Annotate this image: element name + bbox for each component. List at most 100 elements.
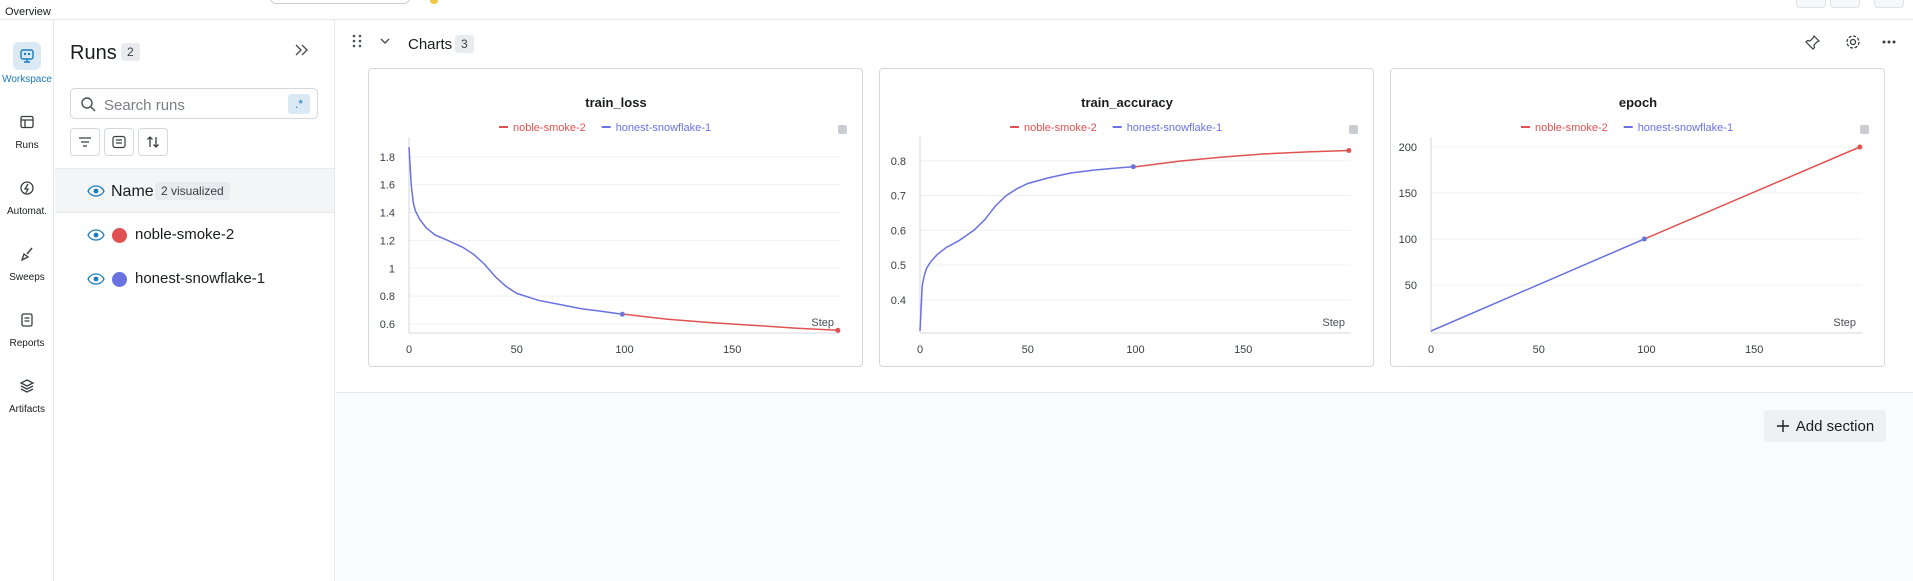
add-section-button[interactable]: Add section [1764,410,1886,442]
run-color-dot[interactable] [112,228,127,243]
nav-reports[interactable]: Reports [0,306,54,364]
search-icon [81,97,96,117]
series-line [1644,146,1861,240]
nav-sweeps[interactable]: Sweeps [0,240,54,298]
chart-panel-train-loss[interactable]: train_loss noble-smoke-2 honest-snowflake-… [368,68,863,367]
chart-title: train_loss [585,95,646,110]
chart-title: epoch [1619,95,1657,110]
run-name[interactable]: noble-smoke-2 [135,226,235,243]
toolbar-button-3[interactable] [1874,0,1904,8]
chart-panel-epoch[interactable]: epoch noble-smoke-2 honest-snowflake-1 200 1… [1390,68,1885,367]
x-tick-label: 100 [1637,344,1655,356]
x-tick-label: 0 [917,344,923,356]
x-axis-label: Step [1322,317,1345,329]
search-input[interactable]: Search runs .* [70,88,318,119]
y-tick-label: 1.2 [380,235,395,247]
automation-icon [13,174,41,202]
gear-icon[interactable] [1845,34,1861,55]
nav-label: Workspace [2,74,52,85]
legend-label: honest-snowflake-1 [1127,122,1222,134]
workspace-icon [13,42,41,70]
x-tick-label: 150 [1234,344,1252,356]
nav-label: Automat. [6,206,48,217]
status-dot [430,0,438,4]
nav-label: Sweeps [9,272,45,283]
layers-icon [13,372,41,400]
nav-label: Artifacts [8,404,46,415]
series-end-point [1857,144,1863,150]
visualized-badge: 2 visualized [155,182,230,200]
x-tick-label: 50 [1022,344,1034,356]
eye-icon[interactable] [87,273,105,285]
x-tick-label: 100 [1126,344,1144,356]
runs-panel: Runs 2 Search runs .* Name 2 visualized … [55,20,335,581]
add-section-label: Add section [1795,417,1875,435]
run-color-dot[interactable] [112,272,127,287]
chart-panel-train-accuracy[interactable]: train_accuracy noble-smoke-2 honest-snowfl… [879,68,1374,367]
y-tick-label: 0.8 [891,156,906,168]
toolbar-button-2[interactable] [1830,0,1860,8]
run-row[interactable]: noble-smoke-2 [55,213,334,257]
x-tick-label: 0 [406,344,412,356]
nav-workspace[interactable]: Workspace [0,42,54,100]
chart-svg: train_accuracy noble-smoke-2 honest-snowfl… [891,95,1358,356]
top-bar: Overview [0,0,1913,20]
name-header-label: Name [111,183,154,200]
sort-button[interactable] [138,128,168,156]
y-tick-label: 0.5 [891,260,906,272]
y-tick-label: 50 [1405,280,1417,292]
lock-icon [1349,125,1358,134]
series-end-point [619,311,625,317]
eye-icon[interactable] [87,185,105,197]
series-line [624,313,838,332]
y-tick-label: 1.6 [380,180,395,192]
nav-artifacts[interactable]: Artifacts [0,372,54,430]
x-tick-label: 50 [1533,344,1545,356]
project-selector[interactable] [270,0,410,4]
legend-label: noble-smoke-2 [1024,122,1097,134]
broom-icon [13,240,41,268]
group-icon [112,135,126,149]
x-tick-label: 150 [723,344,741,356]
eye-icon[interactable] [87,229,105,241]
x-axis-label: Step [1833,317,1856,329]
y-tick-label: 150 [1399,188,1417,200]
series-end-point [1130,164,1136,170]
more-options-icon[interactable] [1881,34,1897,55]
sort-icon [147,136,159,148]
x-axis-label: Step [811,317,834,329]
series-end-point [1346,147,1352,153]
chart-svg: train_loss noble-smoke-2 honest-snowflake-… [380,95,847,356]
filter-button[interactable] [70,128,100,156]
search-placeholder: Search runs [104,97,185,114]
toolbar-button-1[interactable] [1796,0,1826,8]
overview-tab[interactable]: Overview [5,6,51,18]
chart-title: train_accuracy [1081,95,1174,110]
series-line [1135,149,1349,168]
group-button[interactable] [104,128,134,156]
run-row[interactable]: honest-snowflake-1 [55,257,334,301]
report-icon [13,306,41,334]
workspace-main: Charts 3 train_loss noble-smoke-2 honest-s… [336,20,1913,581]
legend-label: noble-smoke-2 [513,122,586,134]
lock-icon [838,125,847,134]
section-title[interactable]: Charts [408,36,453,53]
y-tick-label: 1.4 [380,208,395,220]
legend-label: noble-smoke-2 [1535,122,1608,134]
x-tick-label: 50 [511,344,523,356]
chevron-down-icon[interactable] [378,34,392,53]
drag-handle-icon[interactable] [352,34,362,51]
series-line [1430,238,1645,332]
y-tick-label: 1.8 [380,152,395,164]
run-name[interactable]: honest-snowflake-1 [135,270,266,287]
x-tick-label: 100 [615,344,633,356]
nav-automations[interactable]: Automat. [0,174,54,232]
section-header: Charts 3 [336,20,1913,66]
name-column-header[interactable]: Name 2 visualized [55,168,334,213]
nav-runs[interactable]: Runs [0,108,54,166]
nav-label: Runs [15,140,39,151]
regex-toggle[interactable]: .* [288,94,310,114]
pin-icon[interactable] [1805,34,1821,55]
collapse-panel-icon[interactable] [293,42,309,63]
filter-icon [79,137,91,147]
